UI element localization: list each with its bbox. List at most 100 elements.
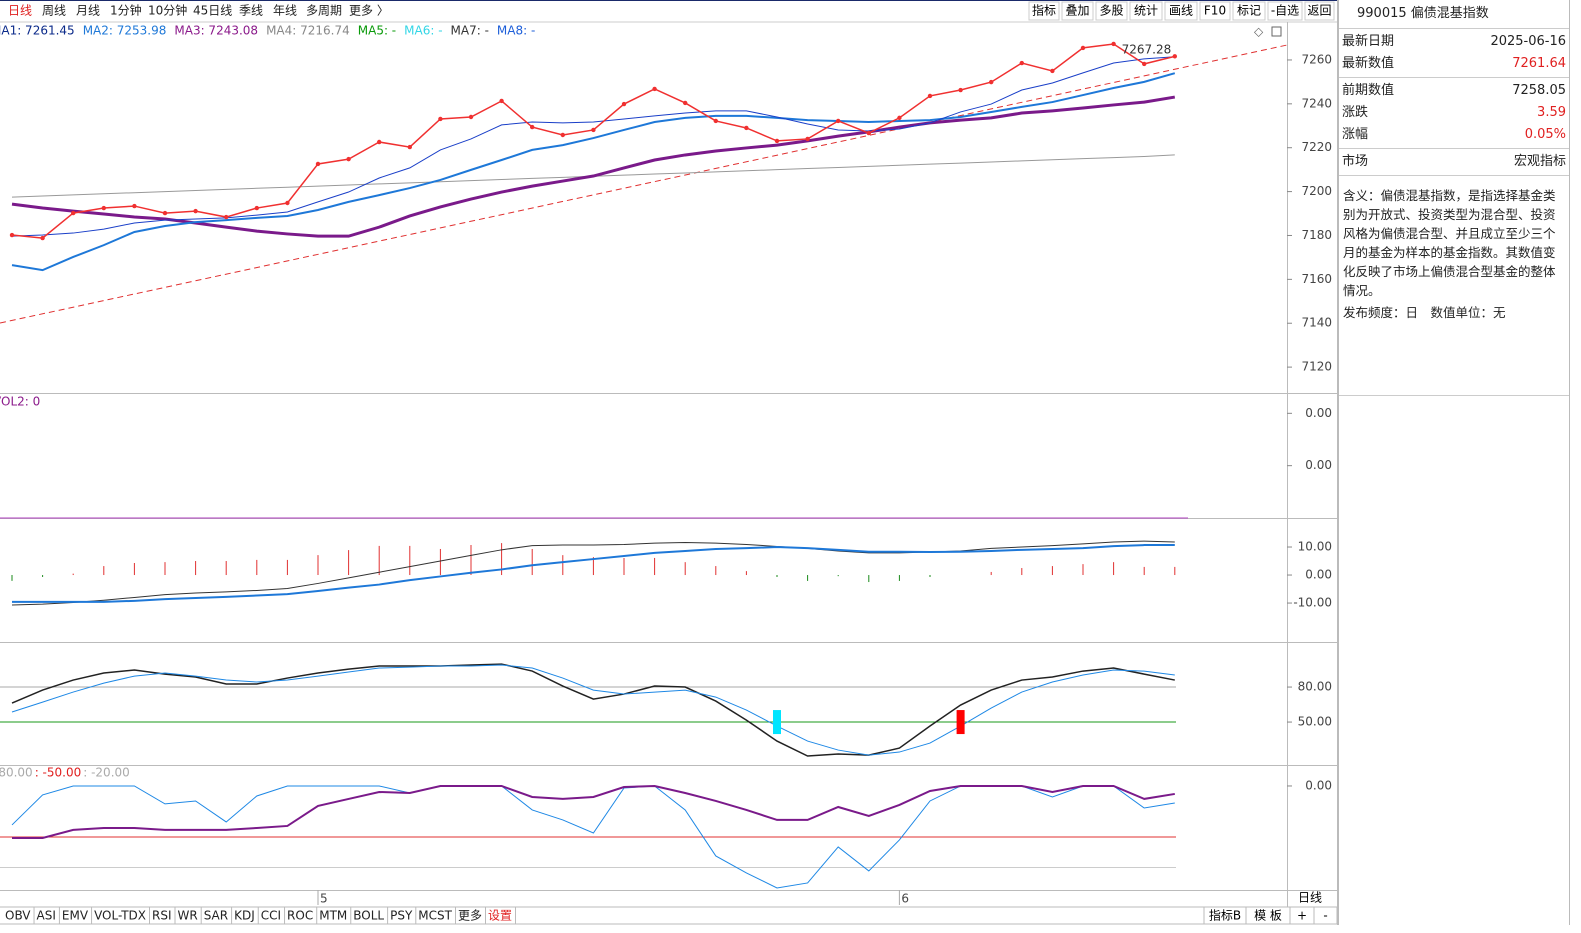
tool-label[interactable]: 指标 [1032,3,1056,18]
tool-button[interactable] [1061,1,1094,21]
tool-button[interactable] [1028,1,1060,21]
price-point [315,161,321,167]
price-point [40,235,45,241]
price-point [621,101,627,107]
info-value: 宏观指标 [1513,154,1566,169]
tool-button[interactable] [1129,1,1163,21]
frequency: 发布频度：日 数值单位：无 [1343,305,1506,320]
tool-button[interactable] [1232,1,1266,21]
price-point [224,214,229,220]
y-tick-label: 7220 [1301,140,1332,154]
indicator-tab[interactable]: RSI [152,909,172,923]
indicator-tab[interactable]: 更多 [458,909,482,923]
price-point [346,156,351,162]
indicator-tab[interactable]: ROC [287,909,313,923]
info-row: 市场 宏观指标 [1339,151,1569,173]
indicator-tab[interactable]: BOLL [353,909,384,923]
price-point [774,138,780,144]
period-tab[interactable]: 10分钟 [148,3,187,18]
price-point [71,210,76,216]
tool-button[interactable] [1095,1,1128,21]
indicator-tab[interactable]: 设置 [488,909,512,923]
indicator-tab[interactable]: VOL-TDX [94,909,146,923]
info-row: 最新数值 7261.64 [1339,53,1569,75]
volume-legend: VOL2: 0 [0,395,40,409]
info-value: 0.05% [1524,127,1566,142]
divider [1339,395,1569,396]
period-tab[interactable]: 年线 [273,4,297,18]
y-tick-label: 7240 [1301,96,1332,110]
tool-button[interactable] [1304,1,1335,21]
price-point [713,118,718,124]
indicator-tab[interactable]: PSY [390,909,413,923]
series-line [11,95,1176,238]
tab-button-label[interactable]: 模 板 [1254,909,1282,923]
indicator-tab[interactable]: ASI [37,909,56,923]
tool-button[interactable] [1199,1,1231,21]
period-tab[interactable]: 更多 〉 [349,4,389,18]
indicator-tab[interactable]: EMV [62,909,89,923]
tool-label[interactable]: 返回 [1307,4,1331,18]
price-point [132,203,137,209]
tool-label[interactable]: 多股 [1099,4,1123,18]
tool-label[interactable]: -自选 [1271,4,1299,18]
price-point [1142,61,1147,67]
price-point [683,100,688,106]
tool-button[interactable] [1164,1,1198,21]
y-tick-label: -10.00 [1293,596,1332,610]
period-tab[interactable]: 日线 [8,4,32,18]
price-point [1019,60,1024,66]
info-groups: 最新日期 2025-06-16 最新数值 7261.64 前期数值 7258.05 涨跌 3.… [1339,29,1569,176]
price-point [1050,68,1055,74]
indicator-tab[interactable]: KDJ [234,909,255,923]
indicator-tab[interactable]: OBV [5,909,31,923]
indicator-tab[interactable]: MTM [319,909,347,923]
info-group: 最新日期 2025-06-16 最新数值 7261.64 [1339,29,1569,78]
period-tab[interactable]: 月线 [76,4,100,18]
period-tab[interactable]: 周线 [42,4,66,18]
tab-button[interactable] [1313,906,1338,925]
indicator-tab[interactable]: MCST [418,909,452,923]
period-tab[interactable]: 1分钟 [110,3,142,18]
tool-label[interactable]: 标记 [1237,4,1261,18]
period-tab[interactable]: 45日线 [193,4,232,18]
info-value: 3.59 [1537,105,1566,120]
y-tick-label: 0.00 [1305,406,1332,420]
price-point [560,132,565,138]
y-tick-label: 80.00 [1298,680,1332,694]
indicator-tab[interactable]: WR [178,909,198,923]
tab-button-label[interactable]: - [1323,909,1327,923]
price-point [530,124,535,130]
y-tick-label: 7200 [1301,184,1332,198]
indicator-tab[interactable]: SAR [204,909,228,923]
y-tick-label: 7160 [1301,272,1332,286]
tool-label[interactable]: 画线 [1169,4,1193,18]
series-line [11,43,1175,239]
info-value: 7261.64 [1512,56,1566,71]
wr-legend: -80.00 [0,766,33,780]
chart-area: 日线 周线 月线 1分钟 10分钟 45日线 季线 年线 多周期 更多 〉指标 叠加 多股 统计 画线 F1… [0,0,1338,925]
tool-button[interactable] [1267,1,1303,21]
period-tab[interactable]: 季线 [239,4,263,18]
icon: ◇ [1254,25,1264,39]
y-tick-label: 7180 [1301,228,1332,242]
price-point [652,86,657,92]
tab-button-label[interactable]: + [1297,909,1307,923]
y-tick-label: 0.00 [1305,778,1332,792]
y-tick-label: 50.00 [1298,715,1332,729]
price-point [958,87,963,93]
ma-legend: MA1: 7261.45 [0,24,75,38]
indicator-tab[interactable]: CCI [261,909,281,923]
info-label: 最新数值 [1342,56,1395,71]
tool-label[interactable]: 统计 [1134,4,1158,18]
y-tick-label: 7260 [1301,52,1332,66]
tool-label[interactable]: F10 [1204,4,1226,18]
period-tab[interactable]: 多周期 [306,4,342,18]
price-point [9,232,15,238]
x-tick-label: 5 [320,892,328,906]
period-label: 日线 [1298,891,1322,905]
tab-button-label[interactable]: 指标B [1209,908,1241,923]
tool-label[interactable]: 叠加 [1065,4,1089,18]
wr-legend: : -20.00 [83,766,130,780]
